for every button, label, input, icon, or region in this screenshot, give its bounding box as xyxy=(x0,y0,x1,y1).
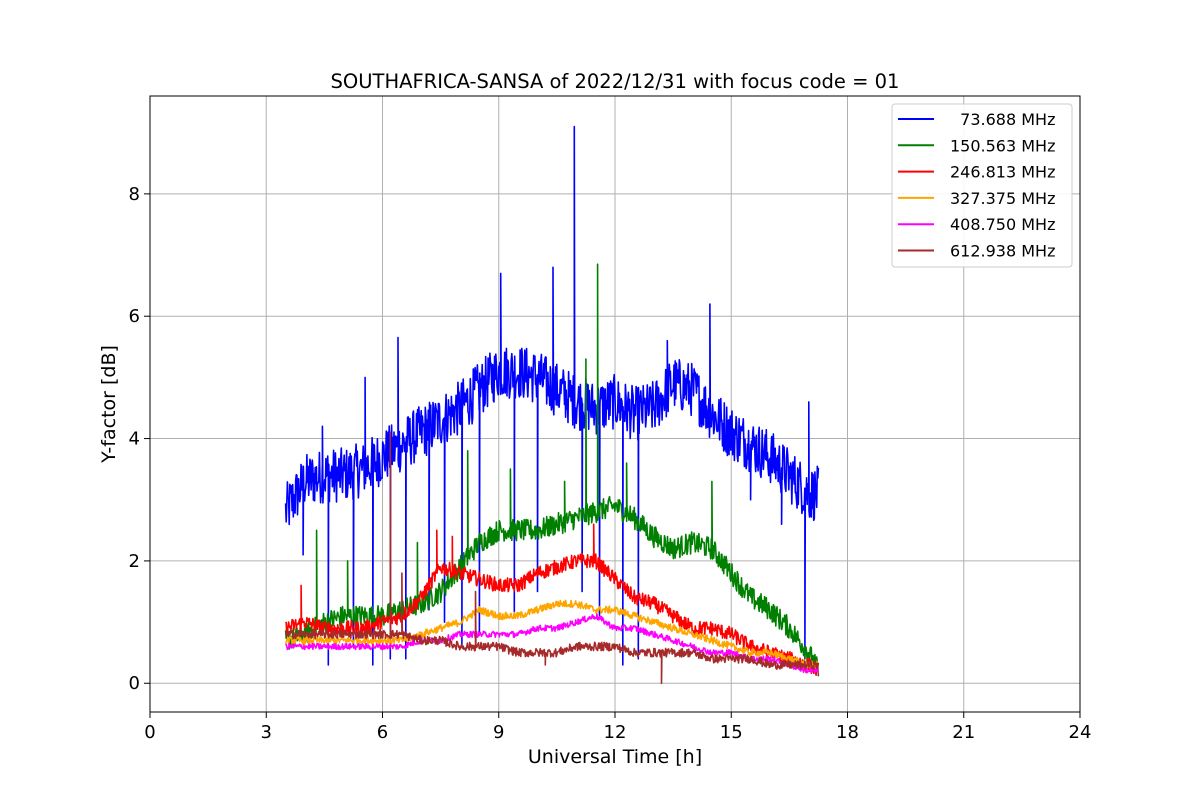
x-tick-label: 0 xyxy=(144,722,155,743)
y-tick-label: 6 xyxy=(129,306,140,327)
legend-box xyxy=(891,103,1073,268)
series-4 xyxy=(284,613,820,674)
series-line xyxy=(284,613,820,674)
x-tick-label: 24 xyxy=(1069,722,1092,743)
series-lines xyxy=(284,125,820,684)
series-line xyxy=(284,125,820,666)
y-tick-label: 0 xyxy=(129,673,140,694)
legend-entry: 612.938 MHz xyxy=(950,242,1055,261)
series-5 xyxy=(285,431,820,684)
x-tick-label: 12 xyxy=(604,722,627,743)
x-tick-label: 21 xyxy=(952,722,975,743)
y-tick-label: 8 xyxy=(129,184,140,205)
series-line xyxy=(285,431,820,684)
y-tick-label: 4 xyxy=(129,429,140,450)
series-line xyxy=(284,599,820,669)
series-line xyxy=(284,523,819,676)
x-tick-label: 18 xyxy=(836,722,859,743)
legend-entry: 408.750 MHz xyxy=(950,215,1055,234)
series-2 xyxy=(284,523,819,676)
chart-title: SOUTHAFRICA-SANSA of 2022/12/31 with foc… xyxy=(331,70,900,93)
x-tick-label: 15 xyxy=(720,722,743,743)
legend-entry: 150.563 MHz xyxy=(950,136,1055,155)
series-0 xyxy=(284,125,820,666)
legend-entry: 73.688 MHz xyxy=(950,110,1055,129)
x-tick-label: 6 xyxy=(377,722,388,743)
series-3 xyxy=(284,599,820,669)
legend: 73.688 MHz 150.563 MHz 246.813 MHz 327.375 … xyxy=(891,103,1073,268)
x-axis-label: Universal Time [h] xyxy=(528,746,702,768)
legend-entry: 246.813 MHz xyxy=(950,163,1055,182)
x-tick-label: 3 xyxy=(261,722,272,743)
y-tick-label: 2 xyxy=(129,551,140,572)
x-tick-label: 9 xyxy=(493,722,504,743)
legend-entry: 327.375 MHz xyxy=(950,189,1055,208)
y-axis-label: Y-factor [dB] xyxy=(98,345,120,464)
